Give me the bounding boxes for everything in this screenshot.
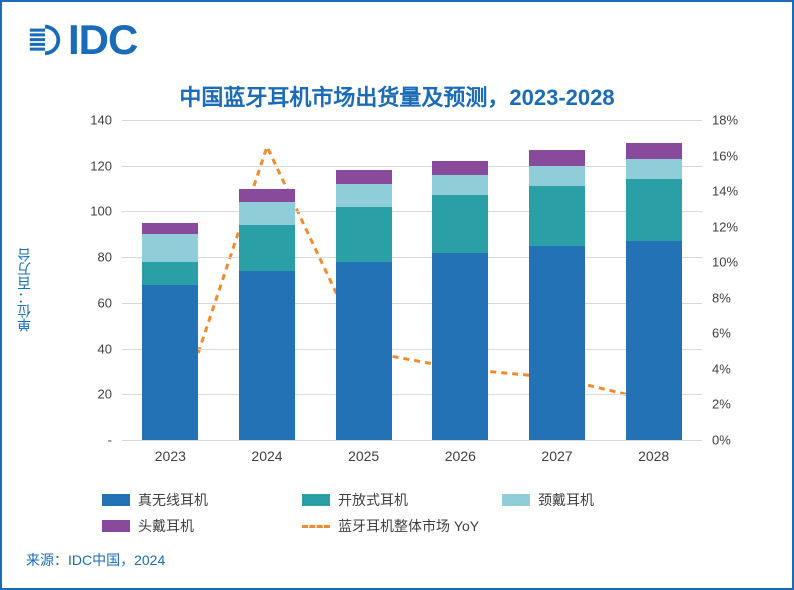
- bar-group: 2023: [142, 223, 198, 440]
- y-right-tick: 0%: [712, 433, 731, 448]
- bar-segment: [529, 246, 585, 440]
- y-left-tick: 140: [90, 113, 112, 128]
- y-left-tick: 80: [98, 250, 112, 265]
- gridline: [122, 394, 702, 395]
- idc-logo: IDC: [26, 16, 137, 64]
- legend-label: 开放式耳机: [338, 490, 408, 510]
- yoy-line: [122, 120, 702, 440]
- bar-segment: [239, 202, 295, 225]
- x-axis-label: 2026: [445, 448, 476, 464]
- legend-swatch: [102, 494, 130, 506]
- gridline: [122, 120, 702, 121]
- y-right-tick: 12%: [712, 219, 738, 234]
- legend-item: 真无线耳机: [102, 490, 262, 510]
- bar-segment: [626, 143, 682, 159]
- bar-group: 2025: [336, 170, 392, 440]
- bar-segment: [239, 189, 295, 203]
- bar-segment: [336, 262, 392, 440]
- gridline: [122, 166, 702, 167]
- y-axis-left-label: 单位：百万台: [14, 248, 34, 332]
- gridline: [122, 303, 702, 304]
- y-right-tick: 18%: [712, 113, 738, 128]
- y-right-tick: 16%: [712, 148, 738, 163]
- legend-label: 颈戴耳机: [538, 490, 594, 510]
- legend-label: 头戴耳机: [138, 516, 194, 536]
- chart-area: 单位：百万台 -204060801001201400%2%4%6%8%10%12…: [82, 120, 742, 460]
- idc-logo-icon: [26, 21, 64, 59]
- legend-item: 蓝牙耳机整体市场 YoY: [302, 516, 479, 536]
- bar-segment: [336, 207, 392, 262]
- bar-segment: [626, 159, 682, 180]
- bar-segment: [529, 150, 585, 166]
- legend-item: 颈戴耳机: [502, 490, 662, 510]
- bar-segment: [529, 166, 585, 187]
- chart-title: 中国蓝牙耳机市场出货量及预测，2023-2028: [2, 80, 792, 112]
- legend-item: 开放式耳机: [302, 490, 462, 510]
- bar-segment: [336, 170, 392, 184]
- plot-area: -204060801001201400%2%4%6%8%10%12%14%16%…: [122, 120, 702, 440]
- bar-group: 2027: [529, 150, 585, 440]
- gridline: [122, 349, 702, 350]
- y-right-tick: 10%: [712, 255, 738, 270]
- y-right-tick: 8%: [712, 290, 731, 305]
- y-left-tick: 20: [98, 387, 112, 402]
- bar-segment: [432, 195, 488, 252]
- legend: 真无线耳机 开放式耳机 颈戴耳机头戴耳机 蓝牙耳机整体市场 YoY: [102, 490, 742, 542]
- gridline: [122, 440, 702, 441]
- bar-segment: [626, 241, 682, 440]
- gridline: [122, 257, 702, 258]
- y-right-tick: 2%: [712, 397, 731, 412]
- y-left-tick: 100: [90, 204, 112, 219]
- legend-swatch: [102, 520, 130, 532]
- y-left-tick: -: [108, 433, 112, 448]
- idc-logo-text: IDC: [68, 16, 137, 64]
- x-axis-label: 2025: [348, 448, 379, 464]
- bar-segment: [529, 186, 585, 245]
- bar-segment: [432, 253, 488, 440]
- bar-group: 2028: [626, 143, 682, 440]
- legend-label: 真无线耳机: [138, 490, 208, 510]
- bar-group: 2026: [432, 161, 488, 440]
- legend-label: 蓝牙耳机整体市场 YoY: [338, 516, 479, 536]
- y-right-tick: 4%: [712, 361, 731, 376]
- bar-group: 2024: [239, 189, 295, 440]
- bar-segment: [142, 285, 198, 440]
- legend-item: 头戴耳机: [102, 516, 262, 536]
- bar-segment: [142, 262, 198, 285]
- legend-line-icon: [302, 525, 330, 528]
- y-left-tick: 60: [98, 295, 112, 310]
- bar-segment: [336, 184, 392, 207]
- bar-segment: [626, 179, 682, 241]
- legend-swatch: [302, 494, 330, 506]
- bar-segment: [432, 161, 488, 175]
- source-text: 来源：IDC中国，2024: [26, 550, 165, 570]
- x-axis-label: 2028: [638, 448, 669, 464]
- gridline: [122, 211, 702, 212]
- bar-segment: [239, 271, 295, 440]
- x-axis-label: 2024: [251, 448, 282, 464]
- bar-segment: [142, 223, 198, 234]
- x-axis-label: 2027: [541, 448, 572, 464]
- bar-segment: [142, 234, 198, 261]
- bar-segment: [432, 175, 488, 196]
- y-left-tick: 120: [90, 158, 112, 173]
- legend-swatch: [502, 494, 530, 506]
- chart-frame: IDC 中国蓝牙耳机市场出货量及预测，2023-2028 单位：百万台 -204…: [0, 0, 794, 590]
- y-right-tick: 6%: [712, 326, 731, 341]
- y-right-tick: 14%: [712, 184, 738, 199]
- bar-segment: [239, 225, 295, 271]
- y-left-tick: 40: [98, 341, 112, 356]
- x-axis-label: 2023: [155, 448, 186, 464]
